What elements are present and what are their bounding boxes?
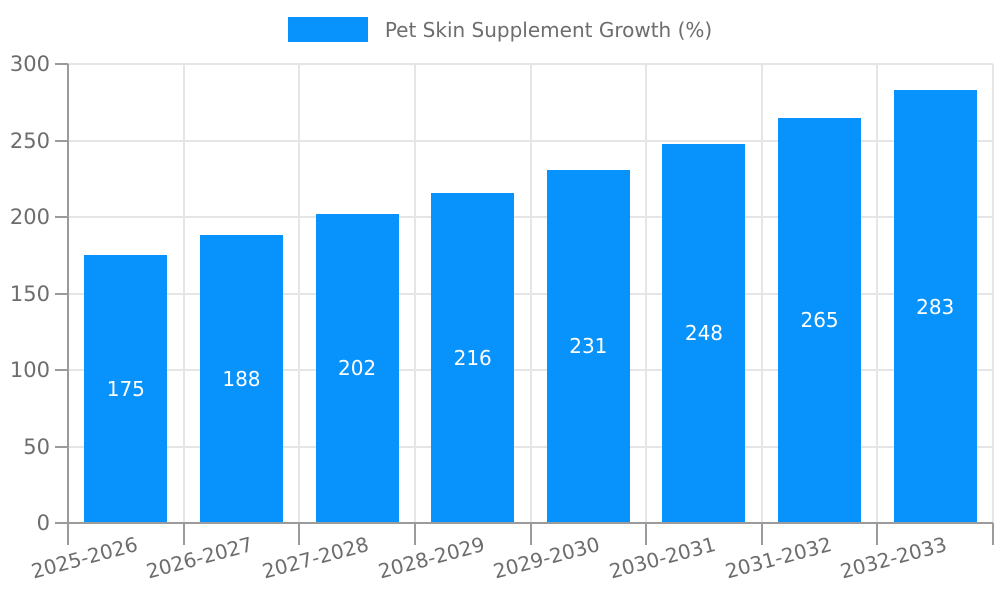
x-tick <box>760 523 763 545</box>
x-tick <box>529 523 532 545</box>
v-gridline <box>182 64 185 523</box>
x-tick <box>645 523 648 545</box>
y-tick-label: 150 <box>9 281 50 306</box>
x-tick-label: 2027-2028 <box>259 532 372 584</box>
x-tick <box>182 523 185 545</box>
x-tick-label: 2028-2029 <box>375 532 487 584</box>
bar-value-label: 283 <box>916 294 955 319</box>
x-tick <box>992 523 994 545</box>
bar-value-label: 175 <box>106 377 145 402</box>
bar-2028-2029[interactable]: 216 <box>431 192 515 523</box>
v-gridline <box>645 64 648 523</box>
x-tick-label: 2031-2032 <box>722 532 834 584</box>
y-tick-label: 200 <box>9 205 50 229</box>
bar-value-label: 248 <box>684 321 724 346</box>
legend-swatch <box>287 17 368 42</box>
bar-2025-2026[interactable]: 175 <box>84 255 168 523</box>
v-gridline <box>760 64 763 523</box>
y-tick <box>55 139 68 142</box>
x-tick-label: 2025-2026 <box>28 532 141 584</box>
y-tick <box>55 445 68 448</box>
y-axis-labels: 0 50 100 150 200 250 300 <box>0 0 50 600</box>
y-tick-label: 300 <box>9 52 50 76</box>
bar-value-label: 188 <box>222 367 261 392</box>
x-tick <box>413 523 416 545</box>
bar-2032-2033[interactable]: 283 <box>893 90 977 523</box>
bar-2031-2032[interactable]: 265 <box>778 117 862 523</box>
bar-2030-2031[interactable]: 248 <box>662 143 746 523</box>
x-tick-label: 2030-2031 <box>606 532 719 584</box>
y-tick <box>55 63 68 65</box>
x-tick-label: 2029-2030 <box>491 532 603 584</box>
x-tick-label: 2032-2033 <box>837 532 950 584</box>
bar-value-label: 216 <box>453 345 492 370</box>
x-tick <box>876 523 879 545</box>
bar-2027-2028[interactable]: 202 <box>315 213 399 523</box>
y-tick-label: 100 <box>9 358 50 382</box>
bar-value-label: 202 <box>337 356 377 381</box>
y-tick <box>55 216 68 218</box>
bar-2026-2027[interactable]: 188 <box>199 235 283 523</box>
y-axis-line <box>67 64 69 545</box>
plot-area: 175 188 202 216 231 248 265 283 <box>68 63 994 523</box>
v-gridline <box>413 64 416 523</box>
v-gridline <box>992 64 994 523</box>
bar-value-label: 231 <box>569 334 608 359</box>
legend[interactable]: Pet Skin Supplement Growth (%) <box>0 17 1000 42</box>
v-gridline <box>876 64 879 523</box>
bar-value-label: 265 <box>800 308 839 333</box>
x-tick-label: 2026-2027 <box>144 532 256 584</box>
y-tick-label: 0 <box>36 511 50 535</box>
y-tick-label: 50 <box>23 434 50 459</box>
x-tick <box>298 523 301 545</box>
x-tick <box>67 523 69 545</box>
v-gridline <box>298 64 301 523</box>
y-tick <box>55 369 68 371</box>
y-tick <box>55 292 68 295</box>
y-tick-label: 250 <box>9 128 50 153</box>
v-gridline <box>529 64 532 523</box>
legend-label: Pet Skin Supplement Growth (%) <box>384 17 713 42</box>
bar-2029-2030[interactable]: 231 <box>546 169 630 523</box>
y-tick <box>55 522 68 524</box>
x-axis-line <box>55 522 993 524</box>
